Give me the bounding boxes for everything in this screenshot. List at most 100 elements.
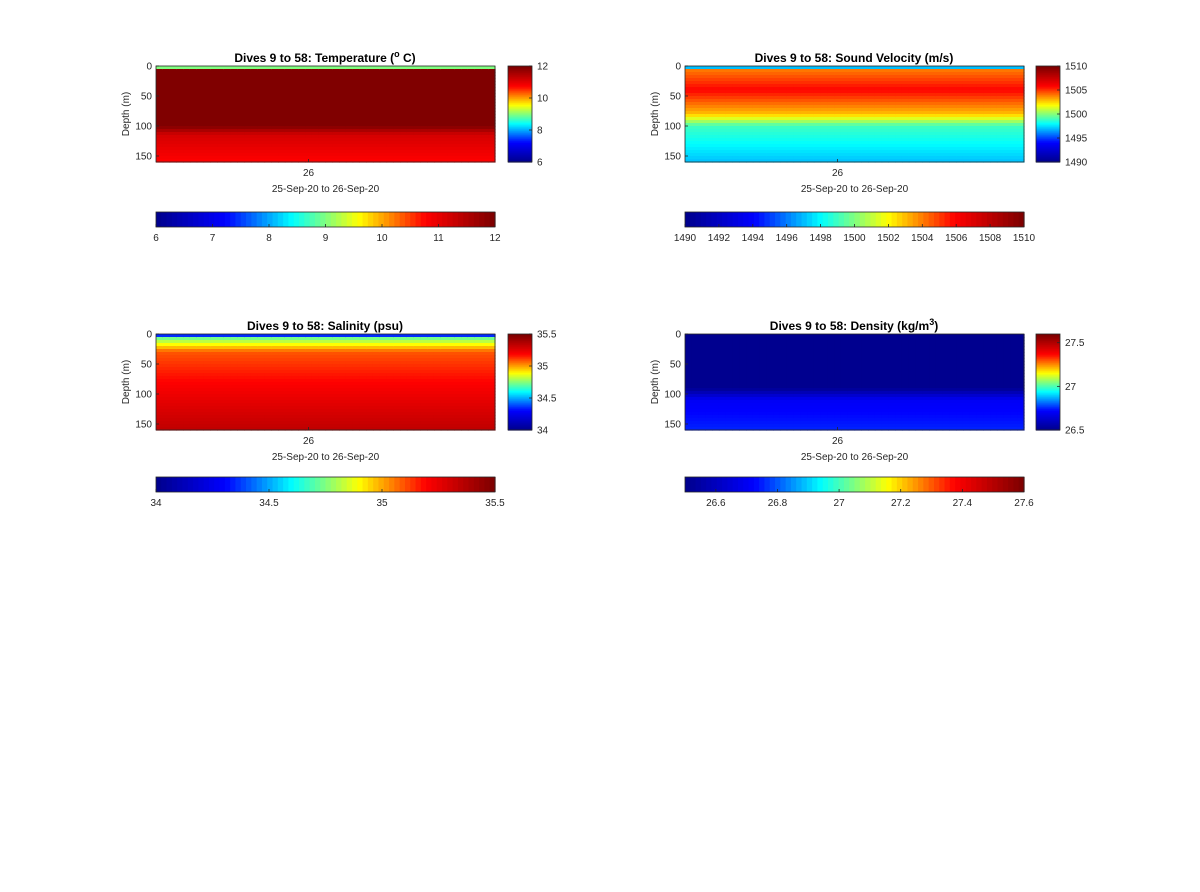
heatmap-cell: [793, 96, 801, 100]
heatmap-cell: [685, 117, 693, 121]
heatmap-cell: [257, 382, 266, 386]
heatmap-cell: [298, 108, 306, 112]
heatmap-cell: [996, 135, 1005, 139]
heatmap-cell: [210, 418, 218, 422]
heatmap-cell: [156, 75, 164, 79]
heatmap-cell: [983, 75, 991, 79]
heatmap-cell: [372, 129, 381, 133]
heatmap-cell: [223, 382, 232, 386]
heatmap-cell: [481, 102, 489, 106]
heatmap-cell: [427, 111, 435, 115]
heatmap-cell: [868, 84, 876, 88]
heatmap-cell: [827, 69, 835, 73]
heatmap-cell: [406, 84, 415, 88]
heatmap-cell: [861, 159, 869, 163]
heatmap-cell: [196, 415, 205, 419]
heatmap-cell: [433, 117, 442, 121]
heatmap-cell: [474, 78, 483, 82]
heatmap-cell: [406, 141, 415, 145]
heatmap-cell: [447, 364, 455, 368]
heatmap-cell: [189, 117, 198, 121]
colorbar-segment: [508, 74, 532, 77]
heatmap-cell: [359, 156, 367, 160]
heatmap-cell: [305, 81, 313, 85]
heatmap-cell: [773, 99, 781, 103]
heatmap-cell: [773, 153, 781, 157]
heatmap-cell: [969, 126, 978, 130]
heatmap-cell: [698, 102, 706, 106]
heatmap-cell: [759, 90, 767, 94]
heatmap-cell: [1017, 87, 1025, 91]
heatmap-cell: [311, 138, 320, 142]
colorbar-segment: [1036, 102, 1060, 105]
heatmap-cell: [908, 150, 917, 154]
heatmap-cell: [976, 69, 984, 73]
heatmap-cell: [420, 132, 428, 136]
heatmap-cell: [881, 141, 889, 145]
heatmap-cell: [1003, 75, 1012, 79]
heatmap-cell: [895, 120, 903, 124]
heatmap-cell: [366, 376, 374, 380]
heatmap-cell: [230, 81, 238, 85]
heatmap-cell: [420, 391, 428, 395]
heatmap-cell: [217, 66, 225, 70]
heatmap-cell: [176, 409, 184, 413]
heatmap-cell: [311, 93, 320, 97]
heatmap-cell: [773, 120, 781, 124]
heatmap-cell: [359, 120, 367, 124]
heatmap-cell: [332, 376, 340, 380]
heatmap-cell: [345, 418, 354, 422]
heatmap-cell: [718, 147, 727, 151]
heatmap-cell: [217, 144, 225, 148]
heatmap-cell: [766, 117, 774, 121]
heatmap-cell: [393, 337, 401, 341]
heatmap-cell: [311, 427, 320, 431]
heatmap-cell: [969, 99, 978, 103]
heatmap-cell: [440, 337, 449, 341]
heatmap-cell: [773, 123, 781, 127]
heatmap-cell: [956, 156, 964, 160]
heatmap-cell: [440, 424, 449, 428]
heatmap-cell: [427, 424, 435, 428]
heatmap-cell: [488, 81, 496, 85]
heatmap-cell: [176, 156, 184, 160]
heatmap-cell: [291, 69, 299, 73]
heatmap-cell: [725, 129, 734, 133]
heatmap-cell: [298, 153, 306, 157]
heatmap-cell: [196, 391, 205, 395]
heatmap-cell: [739, 105, 747, 109]
heatmap-cell: [779, 126, 788, 130]
colorbar-segment: [420, 212, 427, 227]
heatmap-cell: [162, 96, 171, 100]
heatmap-cell: [386, 135, 394, 139]
heatmap-cell: [705, 132, 713, 136]
heatmap-cell: [447, 424, 455, 428]
heatmap-cell: [156, 141, 164, 145]
heatmap-cell: [874, 99, 883, 103]
heatmap-cell: [976, 147, 984, 151]
colorbar-segment: [1036, 78, 1060, 81]
heatmap-cell: [217, 126, 225, 130]
heatmap-cell: [176, 72, 184, 76]
heatmap-cell: [874, 138, 883, 142]
heatmap-cell: [915, 126, 923, 130]
heatmap-cell: [467, 349, 476, 353]
heatmap-cell: [827, 159, 835, 163]
heatmap-cell: [257, 96, 266, 100]
heatmap-cell: [189, 66, 198, 70]
heatmap-cell: [1017, 144, 1025, 148]
heatmap-cell: [372, 126, 381, 130]
heatmap-cell: [1010, 132, 1018, 136]
heatmap-cell: [311, 75, 320, 79]
heatmap-cell: [433, 84, 442, 88]
heatmap-cell: [156, 361, 164, 365]
colorbar-segment: [1036, 106, 1060, 109]
heatmap-cell: [834, 129, 842, 133]
heatmap-cell: [305, 370, 313, 374]
heatmap-cell: [888, 87, 896, 91]
heatmap-cell: [305, 373, 313, 377]
heatmap-cell: [162, 66, 171, 70]
heatmap-cell: [237, 159, 245, 163]
colorbar-segment: [1036, 142, 1060, 145]
